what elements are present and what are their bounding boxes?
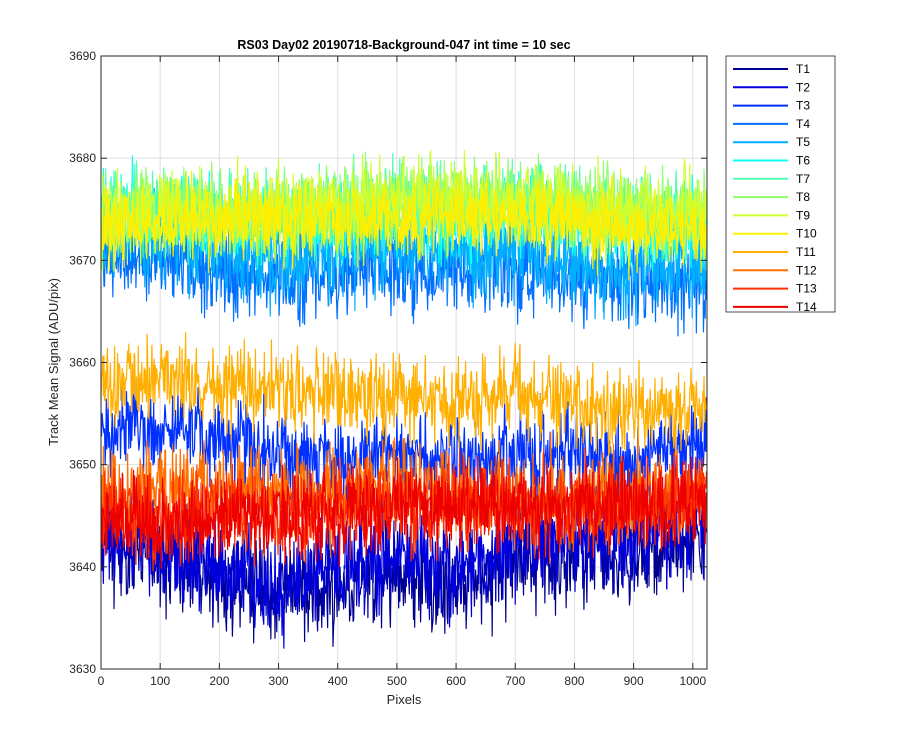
series-line-t9: [101, 149, 707, 271]
series-line-t1: [101, 488, 707, 647]
legend: T1 T2 T3 T4 T5 T6 T7 T8 T9 T10 T11 T12 T13 T14: [725, 55, 836, 314]
x-tick-label: 200: [209, 674, 229, 688]
y-tick-label: 3630: [69, 662, 96, 676]
axis-ticks: 0 100 200 300 400 500 600 700 800 900 1000 3630 3640…: [69, 49, 707, 688]
y-tick-label: 3660: [69, 356, 96, 370]
x-tick-label: 500: [387, 674, 407, 688]
x-axis-label: Pixels: [387, 692, 422, 707]
x-tick-label: 700: [505, 674, 525, 688]
y-tick-label: 3680: [69, 151, 96, 165]
x-tick-label: 600: [446, 674, 466, 688]
y-tick-label: 3650: [69, 458, 96, 472]
legend-label-t8: T8: [796, 190, 810, 204]
legend-box: [725, 55, 836, 313]
chart-title: RS03 Day02 20190718-Background-047 int t…: [237, 38, 570, 52]
legend-label-t1: T1: [796, 62, 810, 76]
legend-label-t3: T3: [796, 99, 810, 113]
legend-label-t11: T11: [796, 245, 816, 259]
x-tick-label: 100: [150, 674, 170, 688]
legend-label-t13: T13: [796, 282, 817, 296]
series-line-t12: [101, 432, 707, 559]
legend-label-t2: T2: [796, 80, 810, 94]
y-axis-label: Track Mean Signal (ADU/pix): [46, 278, 61, 446]
x-tick-label: 800: [564, 674, 584, 688]
legend-label-t9: T9: [796, 208, 810, 222]
x-tick-label: 1000: [679, 674, 706, 688]
legend-label-t14: T14: [796, 300, 817, 314]
series-layer: [101, 149, 707, 649]
y-tick-label: 3690: [69, 49, 96, 63]
legend-label-t10: T10: [796, 227, 817, 241]
x-tick-label: 300: [269, 674, 289, 688]
series-line-t14: [101, 455, 707, 570]
legend-label-t7: T7: [796, 172, 810, 186]
y-tick-label: 3640: [69, 560, 96, 574]
legend-label-t5: T5: [796, 135, 810, 149]
y-tick-label: 3670: [69, 253, 96, 267]
series-line-t10: [101, 170, 707, 281]
x-tick-label: 0: [98, 674, 105, 688]
x-tick-label: 900: [624, 674, 644, 688]
x-tick-label: 400: [328, 674, 348, 688]
legend-label-t6: T6: [796, 154, 810, 168]
legend-label-t12: T12: [796, 263, 817, 277]
series-line-t11: [101, 331, 707, 457]
legend-label-t4: T4: [796, 117, 810, 131]
